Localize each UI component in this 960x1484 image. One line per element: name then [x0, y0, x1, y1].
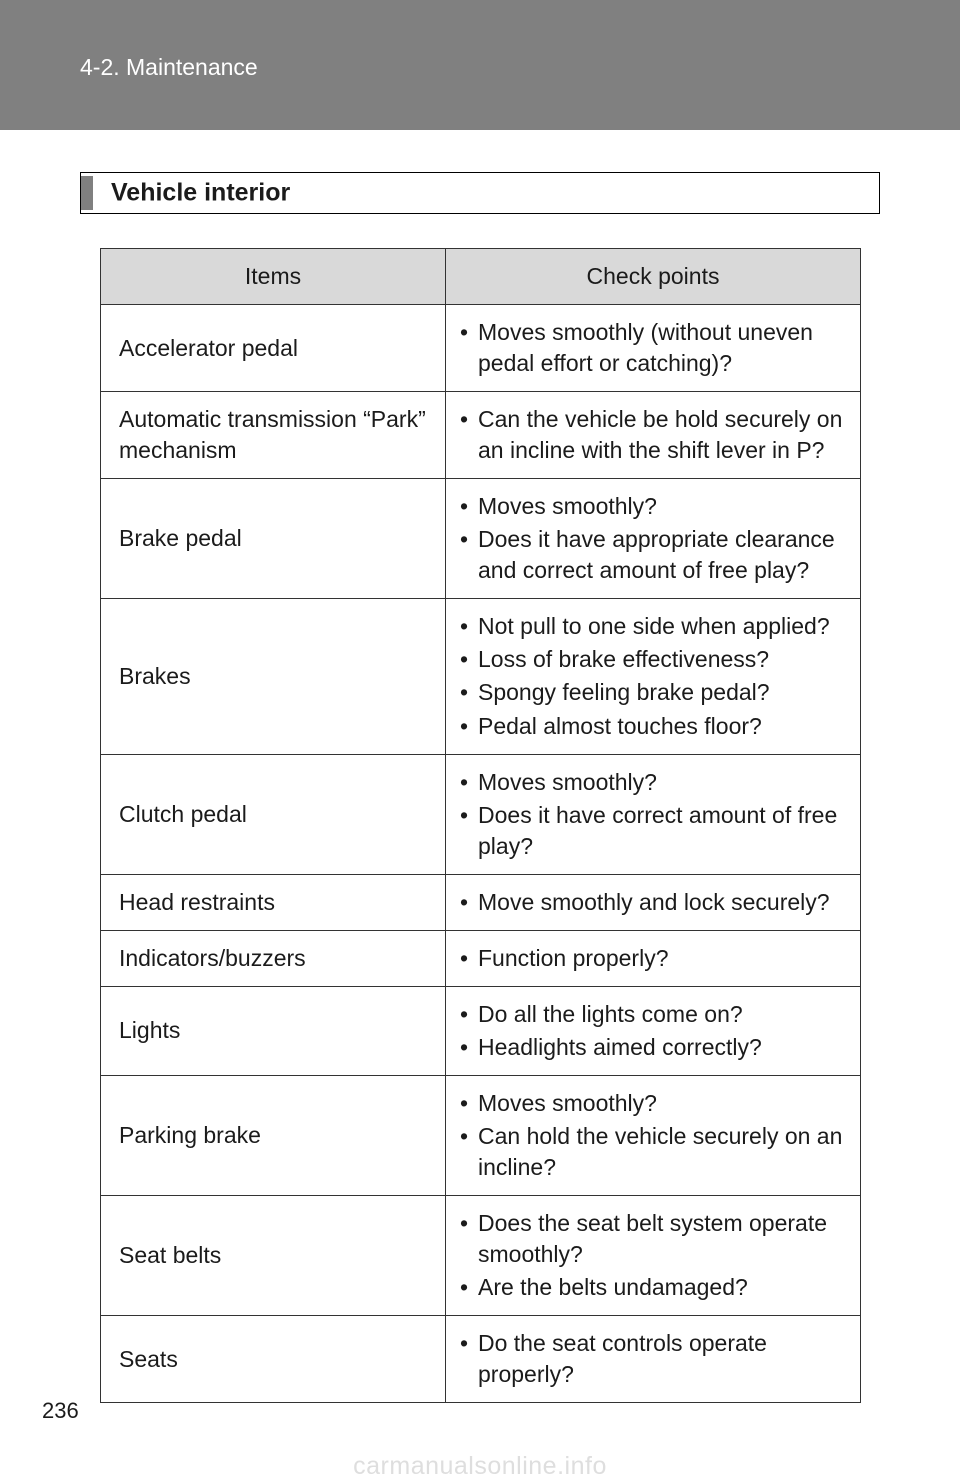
watermark: carmanualsonline.info — [0, 1452, 960, 1481]
check-point: Loss of brake effectiveness? — [460, 644, 846, 675]
section-tab — [81, 176, 93, 210]
item-cell: Brake pedal — [101, 479, 446, 599]
table-row: SeatsDo the seat controls operate proper… — [101, 1316, 861, 1403]
check-point: Does it have correct amount of free play… — [460, 800, 846, 862]
item-cell: Lights — [101, 986, 446, 1075]
check-cell: Does the seat belt system operate smooth… — [446, 1196, 861, 1316]
table-row: LightsDo all the lights come on?Headligh… — [101, 986, 861, 1075]
check-point: Do all the lights come on? — [460, 999, 846, 1030]
check-point: Can hold the vehicle securely on an incl… — [460, 1121, 846, 1183]
check-point: Does it have appropriate clearance and c… — [460, 524, 846, 586]
check-cell: Moves smoothly?Does it have appropriate … — [446, 479, 861, 599]
check-cell: Moves smoothly (without uneven pedal eff… — [446, 305, 861, 392]
table-row: Accelerator pedalMoves smoothly (without… — [101, 305, 861, 392]
table-row: BrakesNot pull to one side when applied?… — [101, 599, 861, 754]
check-cell: Not pull to one side when applied?Loss o… — [446, 599, 861, 754]
section-heading-box: Vehicle interior — [80, 172, 880, 214]
table-row: Clutch pedalMoves smoothly?Does it have … — [101, 754, 861, 874]
item-cell: Head restraints — [101, 874, 446, 930]
check-point: Pedal almost touches floor? — [460, 711, 846, 742]
item-cell: Accelerator pedal — [101, 305, 446, 392]
check-cell: Moves smoothly?Does it have correct amou… — [446, 754, 861, 874]
table-row: Seat beltsDoes the seat belt system oper… — [101, 1196, 861, 1316]
header-bar: 4-2. Maintenance — [0, 0, 960, 130]
check-point: Moves smoothly (without uneven pedal eff… — [460, 317, 846, 379]
check-point: Moves smoothly? — [460, 1088, 846, 1119]
table-row: Head restraints Move smoothly and lock se… — [101, 874, 861, 930]
table-row: Brake pedalMoves smoothly?Does it have a… — [101, 479, 861, 599]
table-header-row: Items Check points — [101, 249, 861, 305]
check-point: Can the vehicle be hold securely on an i… — [460, 404, 846, 466]
item-cell: Seat belts — [101, 1196, 446, 1316]
check-point: Do the seat controls operate properly? — [460, 1328, 846, 1390]
vehicle-interior-table: Items Check points Accelerator pedalMove… — [100, 248, 861, 1403]
item-cell: Indicators/buzzers — [101, 930, 446, 986]
check-point: Headlights aimed correctly? — [460, 1032, 846, 1063]
col-header-checks: Check points — [446, 249, 861, 305]
table-row: Automatic transmission “Park” mechanismC… — [101, 392, 861, 479]
check-point: Function properly? — [460, 943, 846, 974]
check-point: Does the seat belt system operate smooth… — [460, 1208, 846, 1270]
check-point: Moves smoothly? — [460, 491, 846, 522]
check-cell: Move smoothly and lock securely? — [446, 874, 861, 930]
item-cell: Clutch pedal — [101, 754, 446, 874]
col-header-items: Items — [101, 249, 446, 305]
check-cell: Can the vehicle be hold securely on an i… — [446, 392, 861, 479]
item-cell: Brakes — [101, 599, 446, 754]
item-cell: Parking brake — [101, 1075, 446, 1195]
check-point: Not pull to one side when applied? — [460, 611, 846, 642]
table-row: Parking brakeMoves smoothly?Can hold the… — [101, 1075, 861, 1195]
check-point: Moves smoothly? — [460, 767, 846, 798]
check-point: Are the belts undamaged? — [460, 1272, 846, 1303]
check-cell: Do all the lights come on?Headlights aim… — [446, 986, 861, 1075]
item-cell: Seats — [101, 1316, 446, 1403]
section-title: Vehicle interior — [111, 179, 290, 208]
check-point: Move smoothly and lock securely? — [460, 887, 846, 918]
check-cell: Moves smoothly?Can hold the vehicle secu… — [446, 1075, 861, 1195]
check-cell: Do the seat controls operate properly? — [446, 1316, 861, 1403]
check-cell: Function properly? — [446, 930, 861, 986]
check-point: Spongy feeling brake pedal? — [460, 677, 846, 708]
table-row: Indicators/buzzers Function properly? — [101, 930, 861, 986]
chapter-label: 4-2. Maintenance — [80, 54, 258, 81]
page-number: 236 — [42, 1398, 79, 1424]
item-cell: Automatic transmission “Park” mechanism — [101, 392, 446, 479]
